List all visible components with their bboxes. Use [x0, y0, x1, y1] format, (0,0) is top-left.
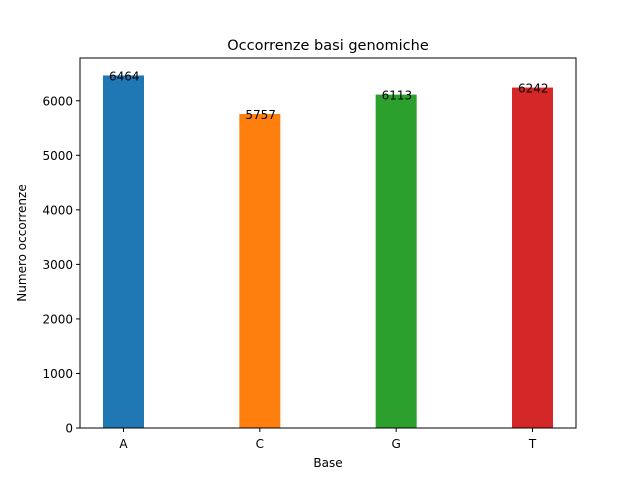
y-tick-label: 2000: [42, 312, 73, 326]
x-axis-label: Base: [313, 456, 342, 470]
bar-A: [103, 75, 144, 429]
y-tick-label: 1000: [42, 367, 73, 381]
y-axis-label: Numero occorrenze: [15, 184, 29, 301]
y-tick-label: 6000: [42, 94, 73, 108]
data-label-T: 6242: [518, 82, 549, 96]
y-axis: 0 1000 2000 3000 4000 5000 6000: [42, 94, 80, 436]
bar-T: [512, 87, 553, 428]
bar-G: [375, 94, 417, 428]
y-tick-label: 5000: [42, 149, 73, 163]
x-tick-label: C: [256, 437, 264, 451]
y-tick-label: 3000: [42, 258, 73, 272]
x-tick-label: A: [119, 437, 128, 451]
bars-layer: [103, 75, 553, 429]
x-tick-label: T: [528, 437, 537, 451]
y-tick-label: 0: [65, 422, 73, 436]
plot-frame: [79, 57, 577, 429]
chart-title: Occorrenze basi genomiche: [227, 38, 429, 54]
data-labels-layer: 6464 5757 6113 6242: [109, 69, 549, 122]
data-label-C: 5757: [245, 108, 276, 122]
bar-C: [239, 114, 281, 428]
y-tick-label: 4000: [42, 203, 73, 217]
data-label-G: 6113: [382, 89, 413, 103]
x-tick-label: G: [392, 437, 401, 451]
data-label-A: 6464: [109, 69, 140, 83]
